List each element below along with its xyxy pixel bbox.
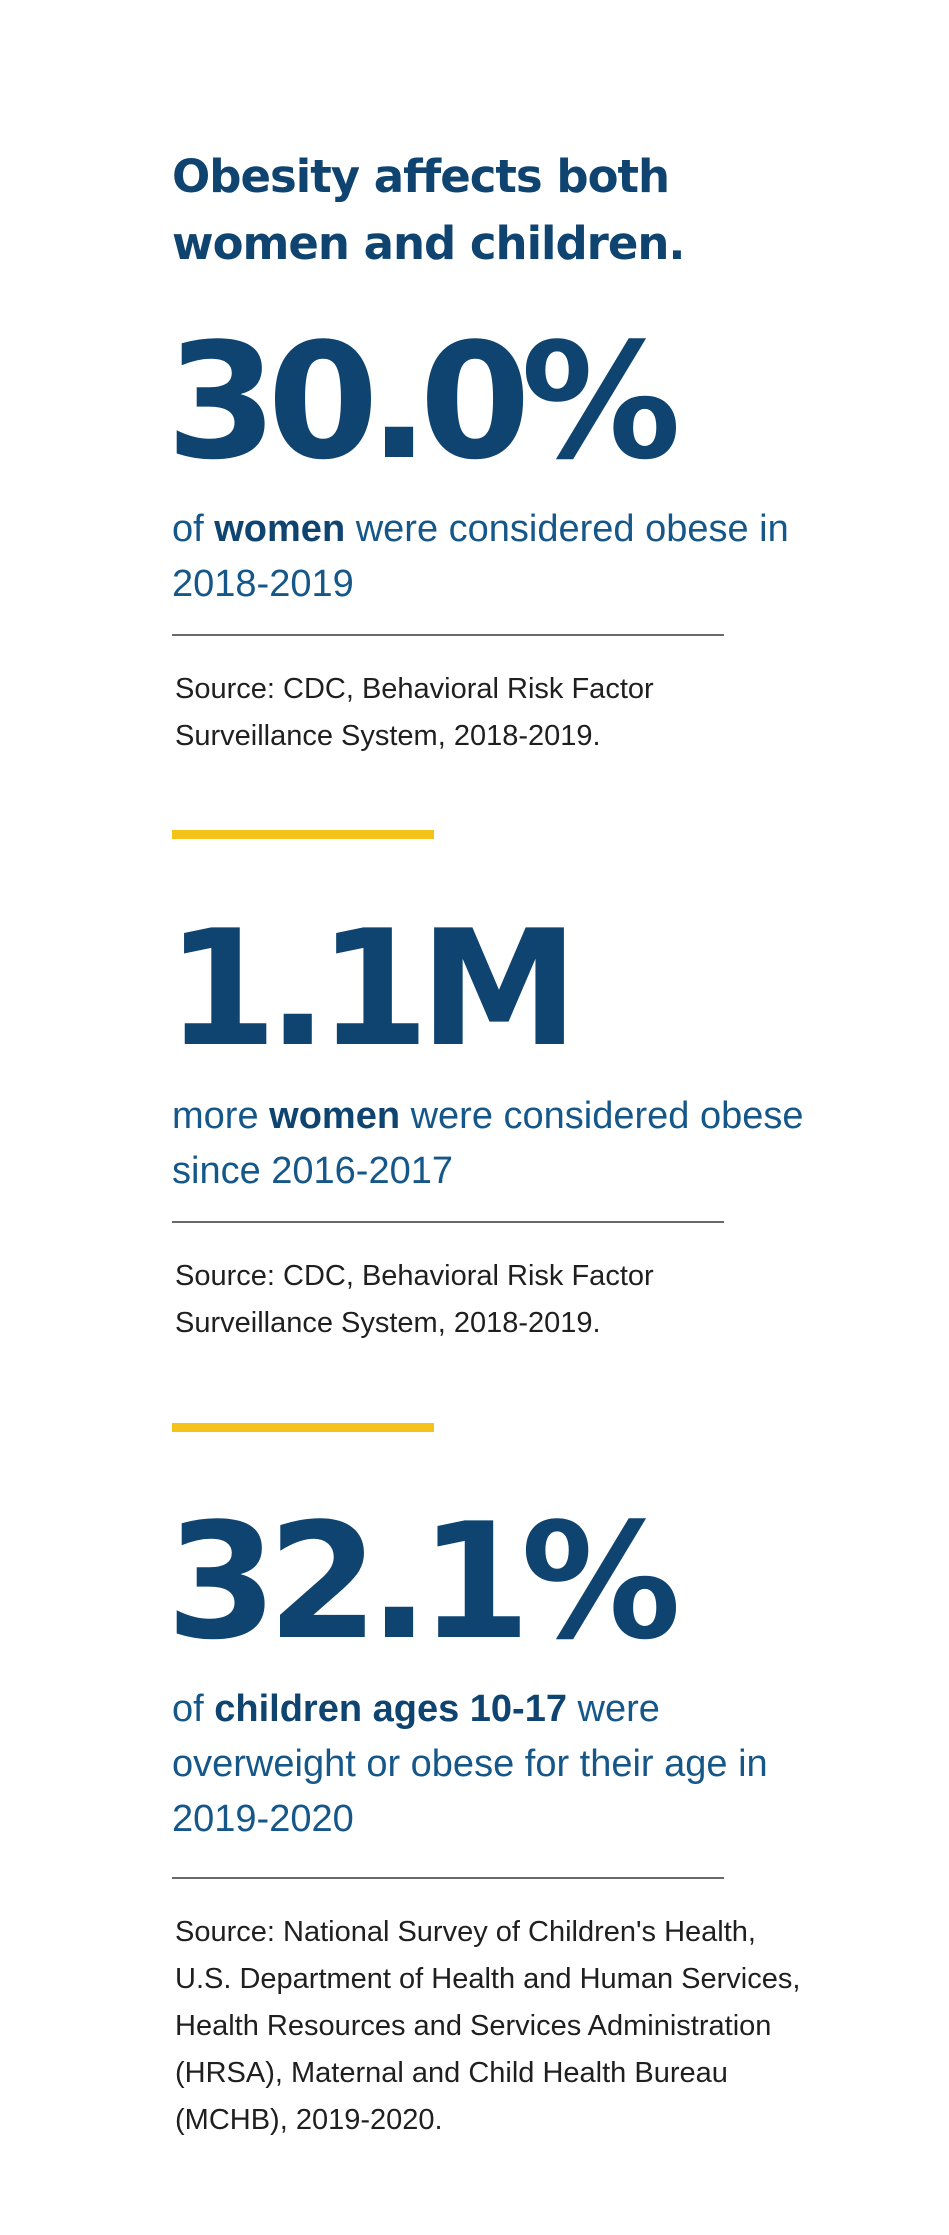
- stat-description-emphasis: women: [214, 508, 346, 550]
- headline: Obesity affects both women and children.: [172, 150, 686, 270]
- stat-description-pre: of: [172, 1688, 215, 1730]
- stat-description-emphasis: children ages 10-17: [214, 1688, 567, 1730]
- stat-block-women-obesity-rate: 30.0% of women were considered obese in …: [166, 322, 949, 760]
- stat-value: 1.1M: [166, 895, 579, 1082]
- source-citation: Source: National Survey of Children's He…: [175, 1916, 801, 2136]
- stat-block-children-overweight-rate: 32.1% of children ages 10-17 were overwe…: [166, 1502, 949, 2144]
- stat-description: of children ages 10-17 were overweight o…: [172, 1682, 812, 1847]
- accent-bar: [172, 1423, 434, 1432]
- stat-description: of women were considered obese in 2018-2…: [172, 502, 812, 612]
- divider: [172, 1221, 724, 1223]
- stat-description-pre: of: [172, 508, 215, 550]
- stat-value: 30.0%: [166, 308, 681, 495]
- stat-description-emphasis: women: [269, 1095, 401, 1137]
- source-citation: Source: CDC, Behavioral Risk Factor Surv…: [175, 673, 654, 752]
- divider: [172, 1877, 724, 1879]
- stat-description-pre: more: [172, 1095, 270, 1137]
- divider: [172, 634, 724, 636]
- stat-description-post: were overweight or obese for their age i…: [172, 1688, 768, 1840]
- stat-description-post: were considered obese in 2018-2019: [172, 508, 789, 605]
- source-citation: Source: CDC, Behavioral Risk Factor Surv…: [175, 1260, 654, 1339]
- stat-description-post: were considered obese since 2016-2017: [172, 1095, 804, 1192]
- stat-block-women-obesity-increase: 1.1M more women were considered obese si…: [166, 909, 949, 1347]
- stat-description: more women were considered obese since 2…: [172, 1089, 812, 1199]
- stat-value: 32.1%: [166, 1488, 681, 1675]
- accent-bar: [172, 830, 434, 839]
